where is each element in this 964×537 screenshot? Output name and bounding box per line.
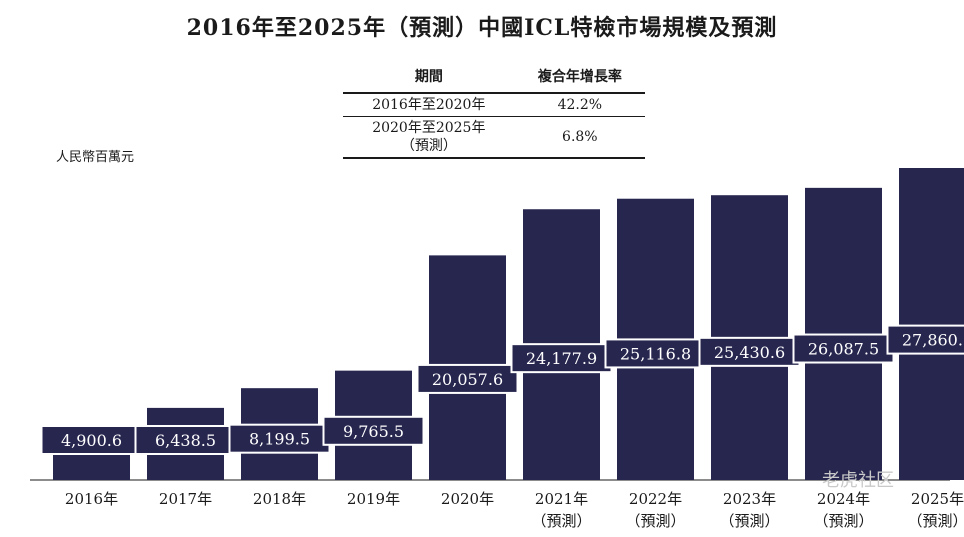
cagr-header-rate: 複合年增長率 [514,60,645,94]
x-tick-note: （預測） [625,512,685,530]
x-tick-note: （預測） [531,512,591,530]
data-label: 27,860.1 [902,331,964,350]
watermark: 老虎社区 [822,470,894,491]
x-tick-label: 2025年 [911,490,964,508]
data-label: 9,765.5 [343,422,404,441]
x-tick-label: 2021年 [535,490,588,508]
data-label: 25,116.8 [620,344,691,363]
data-label: 4,900.6 [61,431,122,450]
data-label: 20,057.6 [432,370,503,389]
cagr-rate: 6.8% [514,116,645,159]
cagr-header-period: 期間 [343,60,515,94]
data-label-box [134,425,237,455]
cagr-period-note: （預測） [400,138,457,154]
data-label-box [228,423,331,454]
cagr-period: 2020年至2025年 [372,120,486,136]
x-tick-label: 2023年 [723,490,776,508]
data-label-box [886,324,964,355]
x-tick-label: 2016年 [65,490,118,508]
cagr-period-cell: 2020年至2025年 （預測） [343,116,515,159]
data-label: 26,087.5 [808,340,879,359]
x-tick-note: （預測） [813,512,873,530]
bar [899,168,964,480]
data-label: 24,177.9 [526,349,597,368]
data-label-box [604,338,707,369]
data-label-box [416,363,519,394]
chart-title: 2016年至2025年（預測）中國ICL特檢市場規模及預測 [186,15,778,41]
cagr-table-header-row: 期間 複合年增長率 [343,60,645,94]
x-tick-label: 2018年 [253,490,306,508]
data-label-box [792,333,895,364]
cagr-period-cell: 2016年至2020年 [343,93,515,117]
cagr-table-row: 2016年至2020年 42.2% [343,93,645,117]
x-tick-note: （預測） [719,512,779,530]
x-tick-label: 2017年 [159,490,212,508]
cagr-table-row: 2020年至2025年 （預測） 6.8% [343,116,645,159]
x-tick-label: 2020年 [441,490,494,508]
data-label: 6,438.5 [155,431,216,450]
x-tick-label: 2019年 [347,490,400,508]
data-label: 25,430.6 [714,343,785,362]
cagr-table: 期間 複合年增長率 2016年至2020年 42.2% 2020年至2025年 （… [343,60,645,159]
unit-label: 人民幣百萬元 [56,150,135,165]
data-label-box [322,415,425,446]
x-tick-label: 2024年 [817,490,870,508]
data-label: 8,199.5 [249,430,310,449]
x-tick-label: 2022年 [629,490,682,508]
x-tick-note: （預測） [907,512,964,530]
data-label-box [698,336,801,367]
cagr-rate: 42.2% [514,93,645,117]
cagr-period: 2016年至2020年 [372,97,486,113]
